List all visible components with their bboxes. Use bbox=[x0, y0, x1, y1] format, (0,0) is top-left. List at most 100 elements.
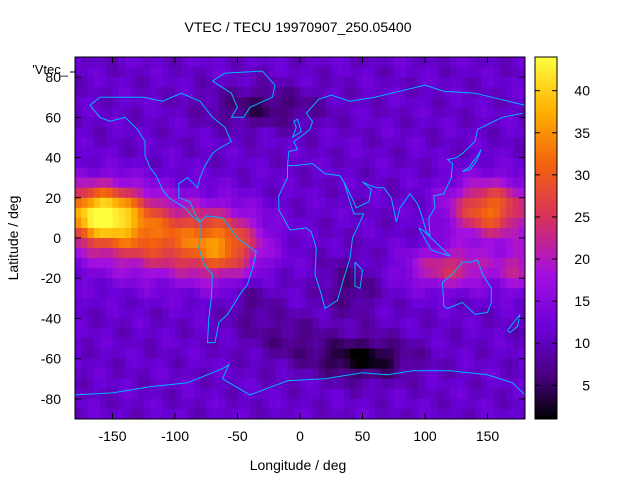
heatmap-cell bbox=[293, 227, 301, 239]
heatmap-cell bbox=[337, 187, 345, 199]
heatmap-cell bbox=[456, 147, 464, 159]
heatmap-cell bbox=[137, 127, 145, 139]
heatmap-cell bbox=[262, 388, 270, 400]
heatmap-cell bbox=[418, 97, 426, 108]
heatmap-cell bbox=[200, 318, 207, 330]
heatmap-cell bbox=[75, 348, 82, 360]
heatmap-cell bbox=[512, 157, 520, 169]
heatmap-cell bbox=[206, 388, 214, 400]
heatmap-cell bbox=[468, 137, 476, 149]
heatmap-cell bbox=[300, 378, 307, 390]
heatmap-cell bbox=[331, 238, 339, 249]
heatmap-cell bbox=[262, 87, 270, 98]
heatmap-cell bbox=[281, 67, 289, 78]
heatmap-cell bbox=[350, 308, 357, 320]
heatmap-cell bbox=[212, 167, 220, 179]
heatmap-cell bbox=[512, 77, 520, 88]
y-tick-label: 20 bbox=[45, 190, 61, 206]
heatmap-cell bbox=[337, 177, 345, 189]
heatmap-cell bbox=[362, 137, 370, 149]
heatmap-cell bbox=[400, 57, 407, 68]
heatmap-cell bbox=[350, 87, 357, 98]
heatmap-cell bbox=[218, 167, 226, 179]
heatmap-cell bbox=[368, 187, 376, 199]
heatmap-cell bbox=[500, 227, 507, 239]
heatmap-cell bbox=[493, 308, 501, 320]
heatmap-cell bbox=[381, 348, 389, 360]
heatmap-cell bbox=[168, 268, 176, 279]
heatmap-cell bbox=[418, 308, 426, 320]
heatmap-cell bbox=[268, 57, 276, 68]
heatmap-cell bbox=[156, 398, 164, 410]
heatmap-cell bbox=[287, 318, 295, 330]
heatmap-cell bbox=[331, 268, 339, 279]
heatmap-cell bbox=[287, 217, 295, 229]
heatmap-cell bbox=[131, 217, 139, 229]
heatmap-cell bbox=[193, 268, 201, 279]
heatmap-cell bbox=[331, 227, 339, 239]
heatmap-cell bbox=[437, 217, 445, 229]
heatmap-cell bbox=[393, 288, 401, 299]
heatmap-cell bbox=[306, 318, 314, 330]
heatmap-cell bbox=[393, 348, 401, 360]
heatmap-cell bbox=[481, 238, 489, 249]
heatmap-cell bbox=[106, 157, 114, 169]
heatmap-cell bbox=[368, 97, 376, 108]
heatmap-cell bbox=[87, 398, 95, 410]
heatmap-cell bbox=[281, 147, 289, 159]
heatmap-cell bbox=[493, 268, 501, 279]
heatmap-cell bbox=[93, 288, 101, 299]
heatmap-cell bbox=[393, 147, 401, 159]
heatmap-cell bbox=[231, 187, 239, 199]
heatmap-cell bbox=[331, 388, 339, 400]
heatmap-cell bbox=[181, 268, 189, 279]
colorbar-tick-label: 35 bbox=[574, 125, 590, 141]
heatmap-cell bbox=[118, 398, 126, 410]
heatmap-cell bbox=[187, 378, 195, 390]
coastline bbox=[343, 112, 523, 238]
heatmap-cell bbox=[193, 238, 201, 249]
heatmap-cell bbox=[406, 318, 414, 330]
heatmap-cell bbox=[331, 147, 339, 159]
heatmap-cell bbox=[456, 338, 464, 350]
heatmap-cell bbox=[293, 127, 301, 139]
heatmap-cell bbox=[143, 77, 151, 88]
heatmap-cell bbox=[125, 97, 132, 108]
heatmap-cell bbox=[506, 258, 514, 269]
heatmap-cell bbox=[412, 117, 420, 128]
heatmap-cell bbox=[331, 117, 339, 128]
heatmap-cell bbox=[200, 398, 207, 410]
heatmap-cell bbox=[325, 348, 332, 360]
heatmap-cell bbox=[350, 157, 357, 169]
heatmap-cell bbox=[193, 117, 201, 128]
heatmap-cell bbox=[350, 127, 357, 139]
heatmap-cell bbox=[131, 127, 139, 139]
heatmap-cell bbox=[412, 207, 420, 219]
heatmap-cell bbox=[193, 97, 201, 108]
heatmap-cell bbox=[481, 388, 489, 400]
heatmap-cell bbox=[75, 388, 82, 400]
heatmap-cell bbox=[131, 398, 139, 410]
heatmap-cell bbox=[175, 197, 182, 209]
heatmap-cell bbox=[256, 67, 264, 78]
heatmap-cell bbox=[212, 238, 220, 249]
heatmap-cell bbox=[425, 378, 432, 390]
heatmap-cell bbox=[387, 137, 395, 149]
heatmap-cell bbox=[237, 127, 245, 139]
heatmap-cell bbox=[181, 398, 189, 410]
heatmap-cell bbox=[350, 217, 357, 229]
heatmap-cell bbox=[418, 298, 426, 309]
heatmap-cell bbox=[356, 87, 364, 98]
heatmap-cell bbox=[512, 207, 520, 219]
heatmap-cell bbox=[218, 97, 226, 108]
heatmap-cell bbox=[406, 368, 414, 380]
heatmap-cell bbox=[100, 398, 107, 410]
heatmap-cell bbox=[400, 137, 407, 149]
heatmap-cell bbox=[318, 388, 326, 400]
heatmap-cell bbox=[406, 298, 414, 309]
heatmap-cell bbox=[387, 318, 395, 330]
heatmap-cell bbox=[418, 368, 426, 380]
heatmap-cell bbox=[437, 238, 445, 249]
heatmap-cell bbox=[431, 318, 439, 330]
heatmap-cell bbox=[206, 117, 214, 128]
